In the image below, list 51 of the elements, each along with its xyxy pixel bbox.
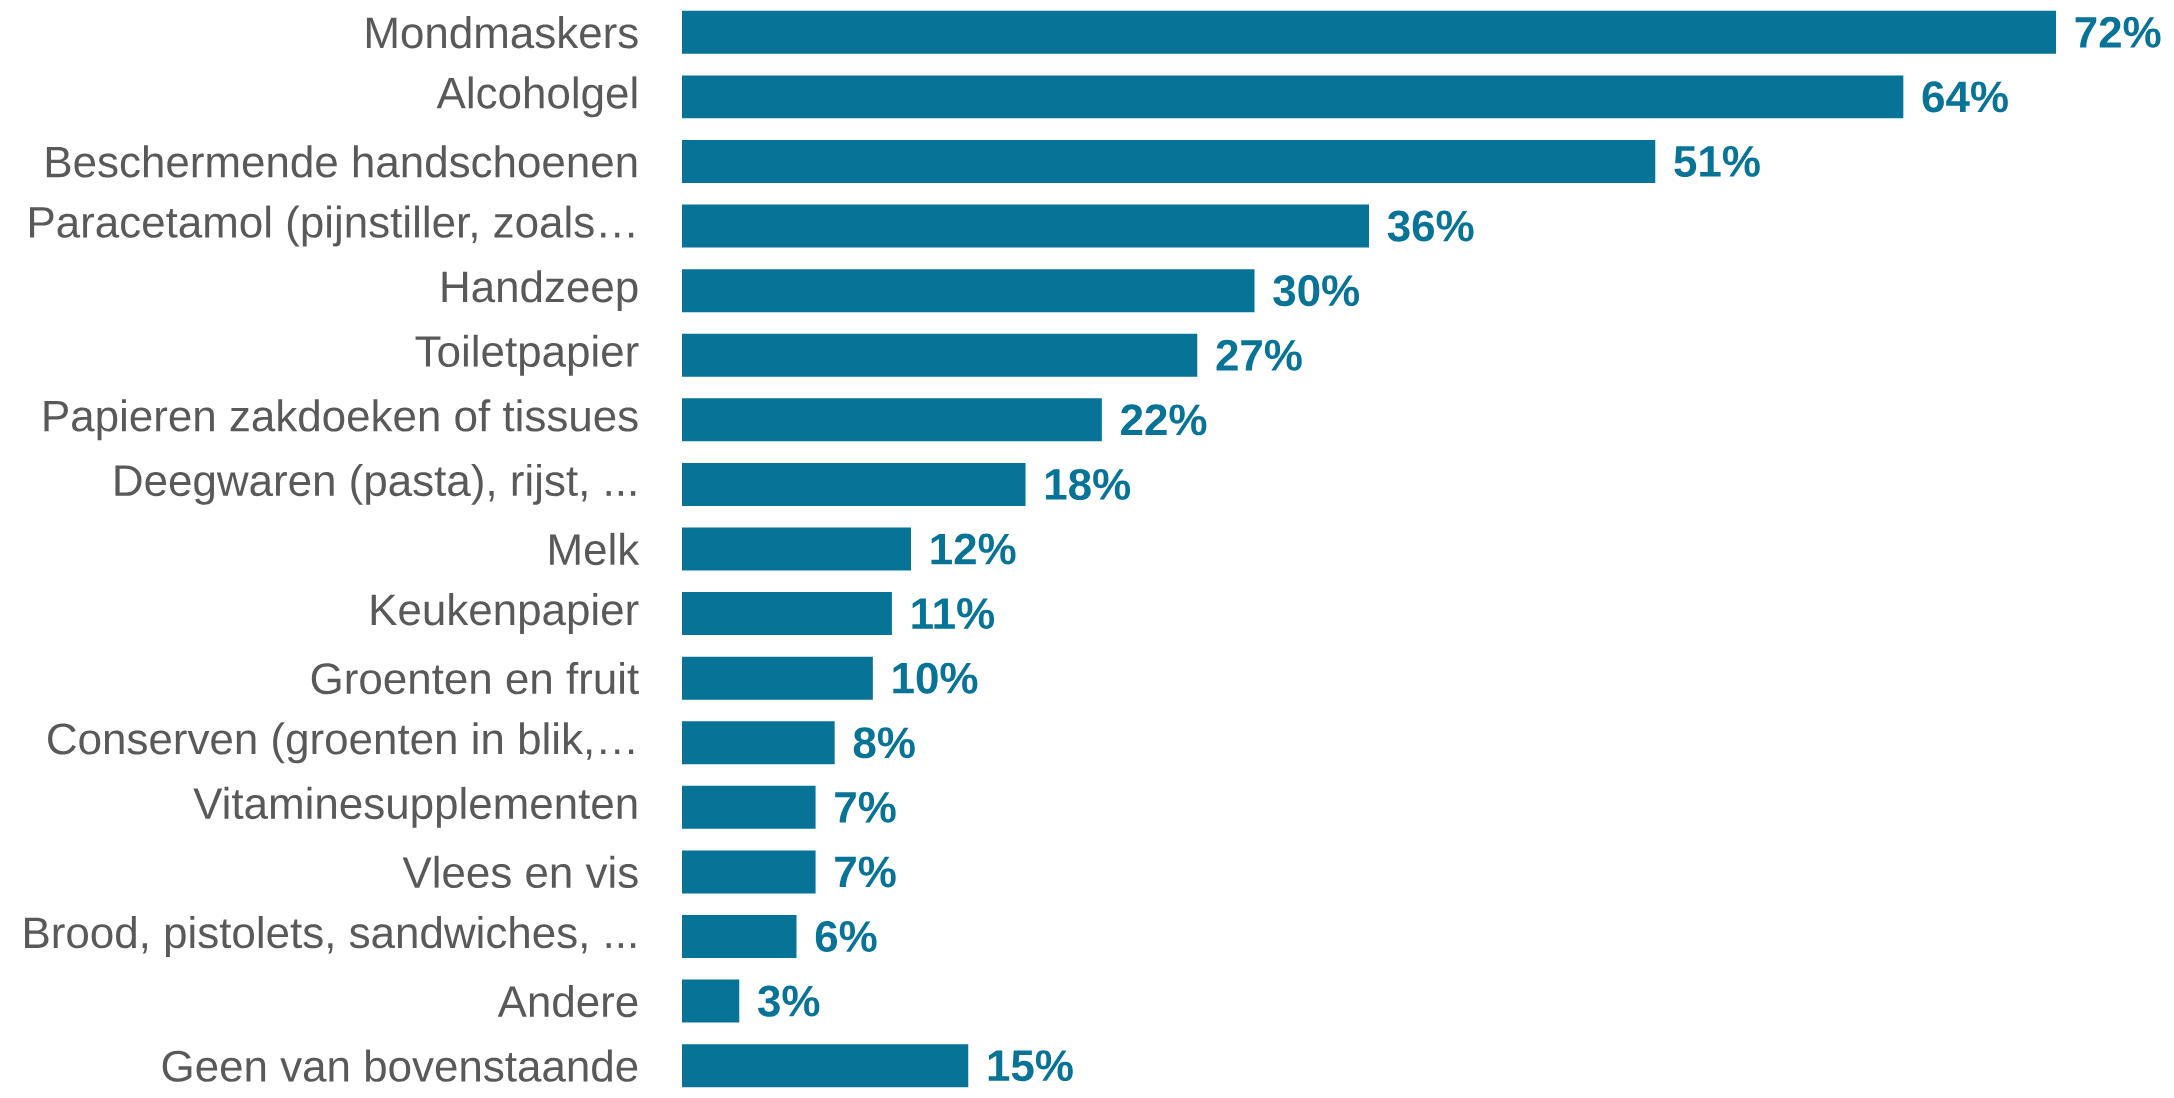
y-tick-label: Keukenpapier	[371, 593, 639, 635]
bar	[682, 656, 873, 700]
data-label: 12%	[931, 533, 1016, 565]
y-tick-label: Mondmaskers	[366, 16, 638, 49]
data-label: 10%	[893, 662, 978, 694]
bar	[682, 462, 1026, 506]
bar	[682, 850, 816, 894]
y-tick-label: Vitaminesupplementen	[193, 786, 637, 828]
bar	[682, 527, 912, 571]
data-label: 27%	[1216, 339, 1302, 371]
y-tick-label: Handzeep	[442, 270, 638, 312]
bar	[682, 139, 1656, 183]
data-label: 8%	[853, 727, 915, 759]
y-tick-label: Conserven (groenten in blik,…	[48, 722, 634, 764]
data-label: 11%	[912, 598, 995, 630]
bar	[682, 979, 740, 1023]
y-tick-label: Paracetamol (pijnstiller, zoals…	[30, 205, 634, 247]
data-label: 18%	[1045, 468, 1131, 500]
data-label: 72%	[2075, 16, 2161, 48]
bar	[682, 204, 1369, 248]
data-label: 15%	[988, 1050, 1073, 1082]
y-tick-label: Alcoholgel	[436, 76, 637, 118]
y-tick-label: Groenten en fruit	[311, 662, 639, 695]
y-tick-label: Toiletpapier	[415, 334, 639, 376]
data-label: 22%	[1121, 404, 1207, 436]
data-label: 51%	[1674, 145, 1760, 177]
data-label: 30%	[1273, 275, 1360, 307]
y-tick-label: Vlees en vis	[402, 855, 638, 889]
bar	[682, 333, 1198, 377]
data-label: 6%	[815, 921, 877, 953]
data-label: 7%	[835, 791, 896, 823]
data-label: 36%	[1387, 210, 1474, 242]
data-label: 3%	[757, 985, 820, 1017]
bar	[682, 75, 1904, 119]
bar	[682, 592, 892, 636]
data-label: 7%	[835, 856, 896, 888]
bar	[682, 1044, 969, 1088]
y-tick-label: Deegwaren (pasta), rijst, ...	[115, 463, 636, 505]
y-tick-label: Papieren zakdoeken of tissues	[44, 399, 638, 441]
bar	[682, 10, 2057, 54]
bar	[682, 721, 835, 765]
bar	[682, 785, 816, 829]
data-label: 64%	[1922, 81, 2008, 113]
y-tick-label: Beschermende handschoenen	[46, 145, 637, 178]
y-tick-label: Brood, pistolets, sandwiches, ...	[25, 916, 636, 957]
y-tick-label: Andere	[497, 984, 638, 1018]
bar	[682, 398, 1102, 442]
y-tick-label: Geen van bovenstaande	[162, 1049, 638, 1082]
bar	[682, 269, 1255, 313]
y-tick-label: Melk	[550, 532, 640, 566]
bar	[682, 915, 797, 959]
